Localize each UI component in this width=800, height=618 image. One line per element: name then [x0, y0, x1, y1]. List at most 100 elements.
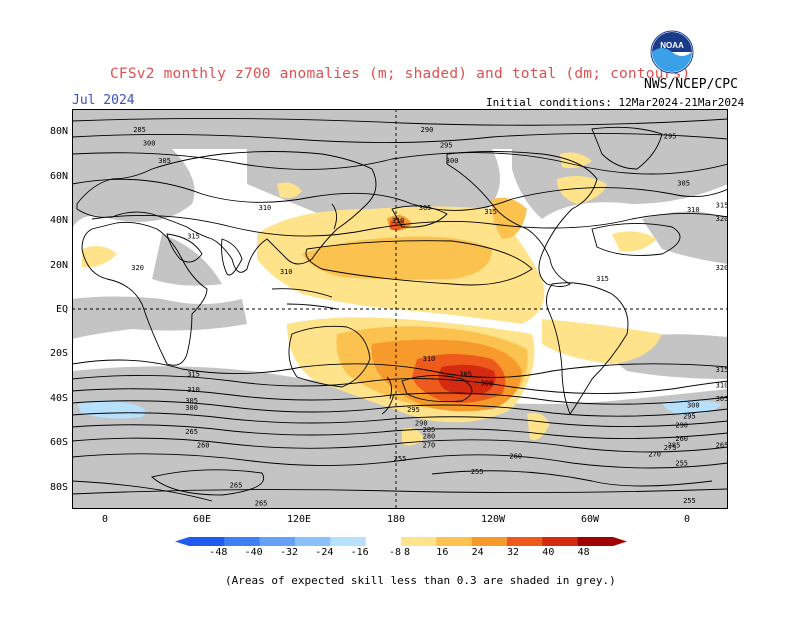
contour-label: 285	[423, 426, 436, 434]
lat-label: 80N	[49, 126, 68, 137]
contour-label: 310	[187, 386, 200, 394]
colorbar-label: 40	[542, 547, 554, 557]
lat-label: 20S	[49, 348, 68, 359]
contour-label: 305	[677, 179, 690, 187]
lon-label: 180	[386, 514, 406, 525]
colorbar-cell	[401, 537, 437, 546]
contour-label: 310	[687, 206, 700, 214]
lat-label: EQ	[55, 304, 68, 315]
colorbar-cell	[224, 537, 261, 546]
lon-label: 0	[683, 514, 691, 525]
colorbar-label: 24	[472, 547, 484, 557]
contour-label: 285	[668, 442, 681, 450]
lat-label: 60N	[49, 171, 68, 182]
colorbar-label: -48	[209, 547, 227, 557]
noaa-logo-icon: NOAA	[650, 30, 694, 74]
contour-label: 270	[423, 442, 436, 450]
contour-label: 295	[440, 142, 453, 150]
colorbar-arrow-right	[613, 537, 627, 546]
contour-label: 320	[716, 215, 728, 223]
contour-label: 265	[230, 482, 243, 490]
contour-label: 255	[683, 497, 696, 505]
colorbar-cell	[259, 537, 296, 546]
colorbar-cell	[365, 537, 402, 546]
lat-label: 40N	[49, 215, 68, 226]
contour-label: 305	[419, 204, 432, 212]
contour-label: 255	[394, 455, 407, 463]
colorbar-cell	[295, 537, 331, 546]
colorbar-label: 32	[507, 547, 519, 557]
contour-label: 265	[185, 428, 198, 436]
forecast-month: Jul 2024	[72, 93, 135, 108]
coastlines	[72, 126, 728, 495]
lat-label: 40S	[49, 393, 68, 404]
contour-label: 305	[459, 370, 472, 378]
contour-label: 255	[471, 468, 484, 476]
contour-label: 300	[687, 402, 700, 410]
anomaly-40-48	[438, 364, 496, 395]
contour-label: 300	[480, 379, 493, 387]
svg-text:NOAA: NOAA	[660, 41, 684, 50]
contour-label: 320	[131, 264, 144, 272]
colorbar-arrow-left	[175, 537, 189, 546]
contour-label: 310	[259, 204, 272, 212]
colorbar-cell	[577, 537, 614, 546]
lon-label: 0	[101, 514, 109, 525]
contour-label: 295	[407, 406, 420, 414]
contour-label: 290	[415, 419, 428, 427]
colorbar-label: -16	[351, 547, 369, 557]
lat-label: 80S	[49, 482, 68, 493]
contour-label: 315	[716, 366, 728, 374]
lon-label: 60W	[580, 514, 600, 525]
height-contours	[72, 117, 728, 502]
contour-label: 315	[484, 208, 497, 216]
colorbar-label: -8	[389, 547, 401, 557]
contour-label: 315	[596, 275, 609, 283]
colorbar-label: 48	[578, 547, 590, 557]
contour-label: 260	[675, 435, 688, 443]
contour-label: 310	[392, 217, 405, 225]
contour-label: 305	[716, 395, 728, 403]
map-title: CFSv2 monthly z700 anomalies (m; shaded)…	[110, 66, 691, 82]
lon-label: 60E	[192, 514, 212, 525]
colorbar-cell	[542, 537, 579, 546]
contour-label: 300	[446, 157, 459, 165]
colorbar-cell	[471, 537, 508, 546]
colorbar-cell	[330, 537, 367, 546]
lon-label: 120W	[480, 514, 506, 525]
colorbar-label: -24	[315, 547, 333, 557]
anomaly-colorbar: -48 -40 -32 -24 -16 -8 8 16 24 32 40 48	[175, 537, 627, 557]
lon-label: 120E	[286, 514, 312, 525]
contour-label: 305	[185, 397, 198, 405]
contour-label: 260	[197, 442, 210, 450]
contour-label: 285	[133, 126, 146, 134]
contour-label: 320	[716, 264, 728, 272]
colorbar-cell	[436, 537, 473, 546]
contour-label: 315	[187, 233, 200, 241]
contour-label: 270	[648, 450, 661, 458]
map-frame	[72, 109, 728, 509]
contour-label: 275	[664, 444, 677, 452]
lat-label: 20N	[49, 260, 68, 271]
lat-label: 60S	[49, 437, 68, 448]
colorbar-label: 16	[436, 547, 448, 557]
contour-label: 315	[716, 202, 728, 210]
contour-label: 255	[675, 459, 688, 467]
colorbar-cell	[507, 537, 543, 546]
colorbar-label: -32	[280, 547, 298, 557]
contour-label: 265	[716, 442, 728, 450]
colorbar-label: 8	[404, 547, 410, 557]
contour-label: 310	[716, 382, 728, 390]
contour-label: 260	[509, 453, 522, 461]
contour-label: 315	[187, 370, 200, 378]
skill-footnote: (Areas of expected skill less than 0.3 a…	[225, 574, 616, 587]
contour-label: 295	[683, 413, 696, 421]
contour-label: 290	[421, 126, 434, 134]
contour-label: 300	[185, 404, 198, 412]
contour-label: 295	[664, 133, 677, 141]
agency-label: NWS/NCEP/CPC	[644, 77, 738, 92]
contour-label: 290	[675, 422, 688, 430]
initial-conditions: Initial conditions: 12Mar2024-21Mar2024	[486, 96, 745, 109]
